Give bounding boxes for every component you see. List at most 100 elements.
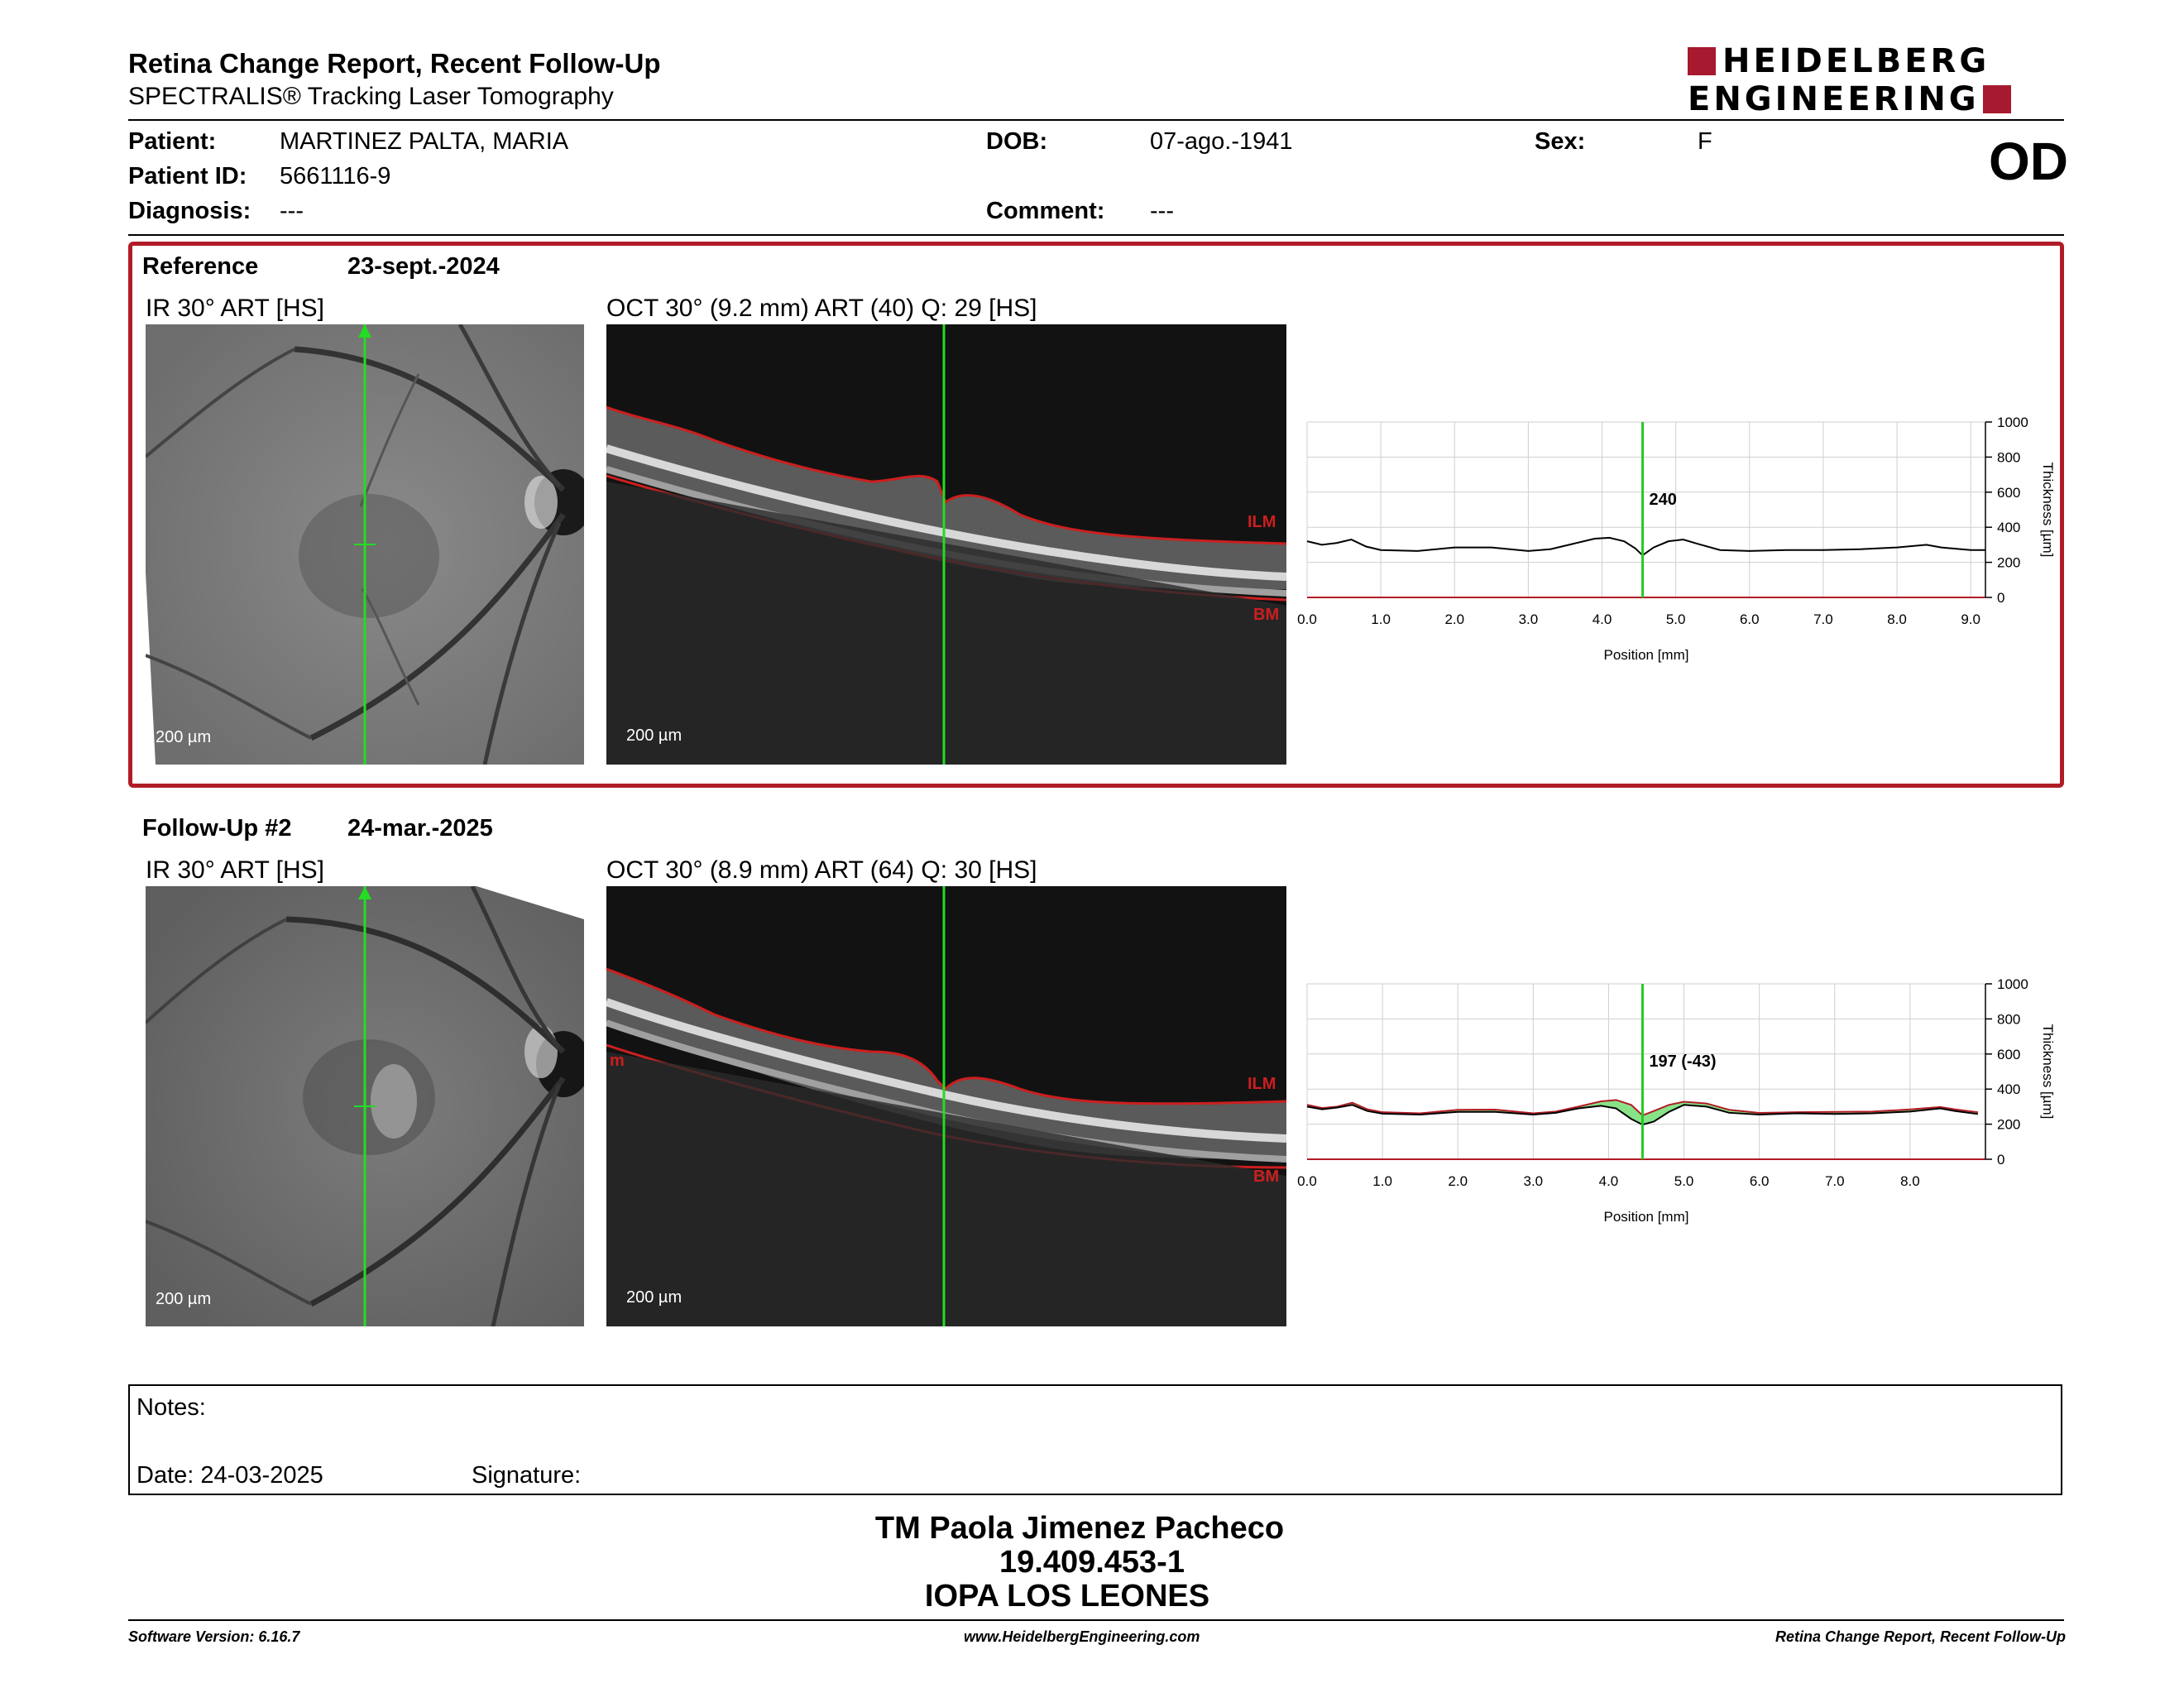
signature-block: TM Paola Jimenez Pacheco 19.409.453-1 IO… xyxy=(0,1512,2184,1614)
followup-m-mark: m xyxy=(610,1052,625,1070)
x-tick-label: 0.0 xyxy=(1297,611,1317,627)
x-axis-label: Position [mm] xyxy=(1604,647,1689,663)
y-tick-label: 800 xyxy=(1997,449,2020,465)
x-tick-label: 6.0 xyxy=(1750,1173,1770,1189)
patient-id-value: 5661116-9 xyxy=(280,163,391,189)
x-tick-label: 9.0 xyxy=(1961,611,1980,627)
y-tick-label: 200 xyxy=(1997,555,2020,571)
x-tick-label: 6.0 xyxy=(1740,611,1760,627)
logo-square-left xyxy=(1688,47,1716,75)
website-link[interactable]: www.HeidelbergEngineering.com xyxy=(964,1628,1200,1645)
y-tick-label: 600 xyxy=(1997,1047,2020,1062)
y-tick-label: 400 xyxy=(1997,520,2020,535)
signer-center: IOPA LOS LEONES xyxy=(924,1579,1210,1614)
followup-ilm-label: ILM xyxy=(1248,1075,1276,1093)
x-tick-label: 3.0 xyxy=(1524,1173,1544,1189)
sex-label: Sex: xyxy=(1535,128,1586,155)
reference-bm-label: BM xyxy=(1253,606,1280,624)
y-tick-label: 800 xyxy=(1997,1011,2020,1027)
y-axis-label: Thickness [µm] xyxy=(2040,463,2056,558)
x-tick-label: 8.0 xyxy=(1887,611,1907,627)
patient-name: MARTINEZ PALTA, MARIA xyxy=(280,128,569,155)
reference-ir-image: 200 µm xyxy=(146,324,584,765)
signer-rut: 19.409.453-1 xyxy=(999,1545,1185,1580)
patient-id-label: Patient ID: xyxy=(128,163,247,189)
signature-label: Signature: xyxy=(472,1462,582,1489)
eye-indicator: OD xyxy=(1989,132,2068,191)
y-tick-label: 1000 xyxy=(1997,976,2028,992)
x-tick-label: 3.0 xyxy=(1519,611,1539,627)
y-tick-label: 200 xyxy=(1997,1117,2020,1133)
diagnosis-value: --- xyxy=(280,198,304,224)
x-tick-label: 1.0 xyxy=(1371,611,1391,627)
patient-divider xyxy=(128,234,2064,236)
diagnosis-label: Diagnosis: xyxy=(128,198,251,224)
x-tick-label: 0.0 xyxy=(1297,1173,1317,1189)
x-tick-label: 4.0 xyxy=(1599,1173,1619,1189)
followup-oct-scale: 200 µm xyxy=(626,1288,682,1307)
cursor-value-label: 240 xyxy=(1650,491,1677,509)
reference-ir-label: IR 30° ART [HS] xyxy=(146,295,324,322)
dob-label: DOB: xyxy=(986,128,1048,155)
dob-value: 07-ago.-1941 xyxy=(1150,128,1293,155)
y-tick-label: 400 xyxy=(1997,1081,2020,1097)
y-tick-label: 600 xyxy=(1997,485,2020,501)
plot-area xyxy=(1307,984,1985,1159)
signer-name: TM Paola Jimenez Pacheco xyxy=(874,1511,1285,1546)
reference-ir-scale: 200 µm xyxy=(156,728,212,746)
x-tick-label: 2.0 xyxy=(1448,1173,1468,1189)
x-tick-label: 7.0 xyxy=(1825,1173,1845,1189)
header-divider xyxy=(128,119,2064,121)
reference-thickness-chart: 0.0 1.0 2.0 3.0 4.0 5.0 6.0 7.0 8.0 9.0 0 200 400 600… xyxy=(1297,415,2056,663)
patient-label: Patient: xyxy=(128,128,217,155)
reference-label: Reference xyxy=(142,253,259,280)
followup-ir-scale: 200 µm xyxy=(156,1290,212,1308)
x-tick-label: 1.0 xyxy=(1372,1173,1392,1189)
x-tick-label: 4.0 xyxy=(1592,611,1612,627)
followup-oct-image: m ILM BM 200 µm xyxy=(606,886,1286,1326)
y-tick-label: 0 xyxy=(1997,590,2004,606)
thickness-series-line xyxy=(1306,536,1985,557)
followup-ir-image: 200 µm xyxy=(146,886,584,1326)
reference-oct-label: OCT 30° (9.2 mm) ART (40) Q: 29 [HS] xyxy=(606,295,1037,322)
footer-divider xyxy=(128,1619,2064,1621)
logo-square-right xyxy=(1982,85,2011,113)
x-tick-label: 5.0 xyxy=(1666,611,1686,627)
reference-ilm-label: ILM xyxy=(1248,513,1276,531)
date-label: Date: 24-03-2025 xyxy=(136,1462,323,1489)
comment-label: Comment: xyxy=(986,198,1105,224)
footer-report-name: Retina Change Report, Recent Follow-Up xyxy=(1774,1628,2066,1645)
notes-box[interactable]: Notes: Date: 24-03-2025 Signature: xyxy=(128,1384,2062,1495)
x-tick-label: 7.0 xyxy=(1813,611,1833,627)
y-tick-label: 0 xyxy=(1997,1152,2004,1168)
y-axis-label: Thickness [µm] xyxy=(2040,1024,2056,1120)
comment-value: --- xyxy=(1150,198,1174,224)
thickness-series-line xyxy=(1306,1104,1979,1126)
x-tick-label: 2.0 xyxy=(1444,611,1464,627)
followup-ir-label: IR 30° ART [HS] xyxy=(146,856,324,884)
followup-label: Follow-Up #2 xyxy=(142,815,292,842)
x-tick-label: 5.0 xyxy=(1674,1173,1694,1189)
followup-date: 24-mar.-2025 xyxy=(347,815,493,842)
x-axis-label: Position [mm] xyxy=(1604,1209,1689,1225)
followup-bm-label: BM xyxy=(1253,1168,1280,1186)
thickness-series-line xyxy=(1306,1099,1979,1117)
notes-label: Notes: xyxy=(136,1394,206,1421)
sex-value: F xyxy=(1698,128,1712,155)
plot-area xyxy=(1307,422,1985,597)
logo-word-1: HEIDELBERG xyxy=(1722,42,1990,80)
reference-frame xyxy=(128,242,2064,788)
logo-word-2: ENGINEERING xyxy=(1688,80,1980,118)
y-tick-label: 1000 xyxy=(1997,415,2028,430)
report-title: Retina Change Report, Recent Follow-Up xyxy=(128,48,661,79)
software-version: Software Version: 6.16.7 xyxy=(128,1628,300,1645)
followup-oct-label: OCT 30° (8.9 mm) ART (64) Q: 30 [HS] xyxy=(606,856,1037,884)
heidelberg-logo: HEIDELBERG ENGINEERING xyxy=(1688,44,2068,117)
reference-oct-scale: 200 µm xyxy=(626,727,682,745)
followup-thickness-chart: 0.0 1.0 2.0 3.0 4.0 5.0 6.0 7.0 8.0 0 200 400 600 800… xyxy=(1297,976,2056,1225)
cursor-value-label: 197 (-43) xyxy=(1649,1053,1716,1071)
x-tick-label: 8.0 xyxy=(1900,1173,1920,1189)
report-subtitle: SPECTRALIS® Tracking Laser Tomography xyxy=(128,83,614,110)
reference-date: 23-sept.-2024 xyxy=(347,253,500,280)
reference-oct-image: ILM BM 200 µm xyxy=(606,324,1286,765)
